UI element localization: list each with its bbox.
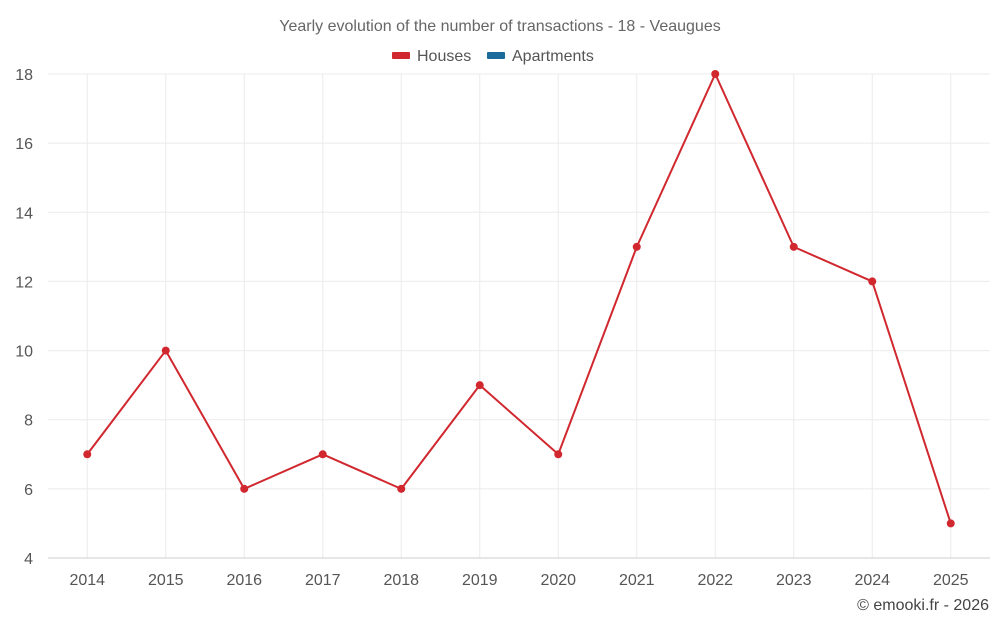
y-tick-label: 6 [24,482,33,499]
x-tick-label: 2024 [854,572,890,589]
y-tick-label: 14 [15,205,33,222]
legend-label-houses: Houses [417,48,471,65]
data-point-houses-2024[interactable] [868,277,877,286]
y-tick-label: 4 [24,551,33,568]
x-tick-label: 2023 [776,572,812,589]
x-tick-label: 2025 [933,572,969,589]
grid [48,73,990,558]
x-tick-label: 2019 [462,572,498,589]
y-tick-label: 18 [15,67,33,84]
x-tick-label: 2014 [69,572,105,589]
data-point-houses-2014[interactable] [83,450,92,459]
data-point-houses-2019[interactable] [475,381,484,390]
data-point-houses-2023[interactable] [789,242,798,251]
y-tick-label: 12 [15,274,33,291]
x-tick-label: 2016 [226,572,262,589]
axes: 4 6 8 10 12 14 16 18 2014 2015 2016 2017 2018 2019 202… [15,67,990,589]
data-point-houses-2022[interactable] [711,70,720,78]
data-point-houses-2020[interactable] [554,450,563,459]
credit-text: © emooki.fr - 2026 [857,597,989,614]
y-tick-label: 10 [15,344,33,361]
legend-swatch-houses [392,52,410,59]
y-tick-label: 16 [15,136,33,153]
x-tick-label: 2022 [697,572,733,589]
data-point-houses-2015[interactable] [161,346,170,355]
data-point-houses-2016[interactable] [240,484,249,493]
legend-item-apartments[interactable]: Apartments [487,48,594,65]
chart-title: Yearly evolution of the number of transa… [279,18,720,35]
y-tick-label: 8 [24,413,33,430]
x-tick-label: 2018 [383,572,419,589]
series-houses [83,70,955,528]
x-tick-label: 2015 [148,572,184,589]
legend: Houses Apartments [392,48,594,65]
data-point-houses-2025[interactable] [946,519,955,528]
legend-item-houses[interactable]: Houses [392,48,471,65]
x-tick-label: 2017 [305,572,341,589]
legend-swatch-apartments [487,52,505,59]
data-point-houses-2018[interactable] [397,484,406,493]
data-point-houses-2017[interactable] [318,450,327,459]
data-point-houses-2021[interactable] [632,242,641,251]
series-line-houses [86,73,952,524]
x-tick-label: 2021 [619,572,655,589]
legend-label-apartments: Apartments [512,48,594,65]
x-tick-label: 2020 [540,572,576,589]
